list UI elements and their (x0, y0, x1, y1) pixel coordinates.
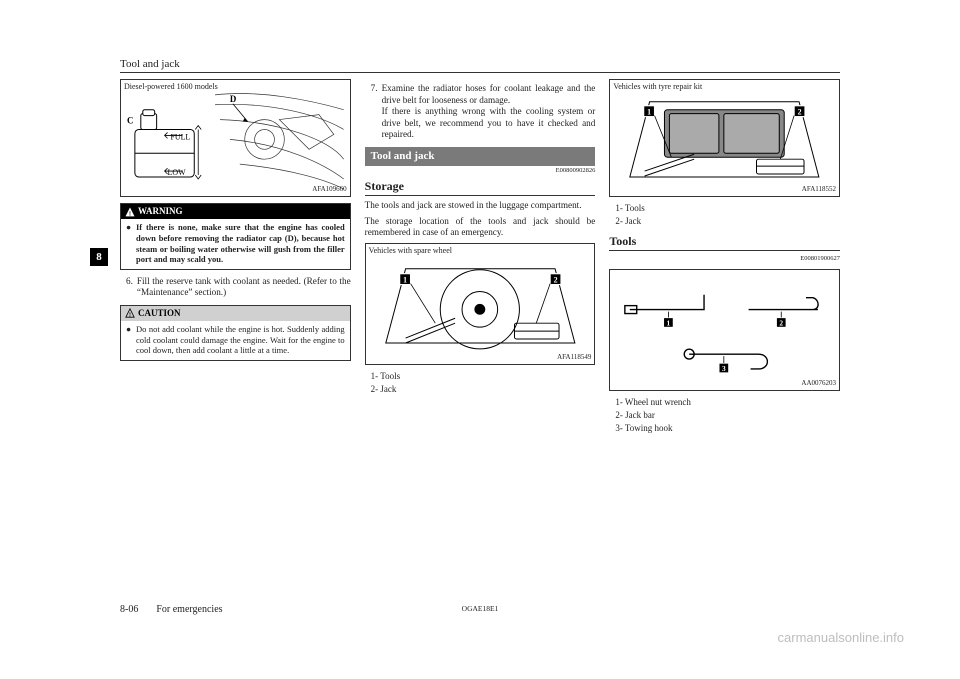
legend-item: 3- Towing hook (615, 423, 840, 434)
watermark: carmanualsonline.info (778, 630, 904, 645)
svg-text:1: 1 (647, 108, 651, 117)
legend-item: 1- Tools (615, 203, 840, 214)
e-code: E00800902826 (365, 167, 596, 175)
step-number: 7. (371, 83, 378, 141)
subheading-storage: Storage (365, 179, 596, 196)
paragraph: The tools and jack are stowed in the lug… (365, 200, 596, 212)
svg-text:LOW: LOW (168, 168, 187, 177)
svg-text:2: 2 (798, 108, 802, 117)
column-3: Vehicles with tyre repair kit AFA118552 (609, 79, 840, 440)
warning-triangle-icon: ! (125, 207, 135, 217)
svg-text:!: ! (129, 210, 131, 217)
figure-label: Vehicles with tyre repair kit (613, 82, 702, 92)
svg-text:D: D (230, 94, 236, 104)
figure-tools: AA0076203 (609, 269, 840, 391)
warning-header: ! WARNING (121, 204, 350, 219)
figure-code: AFA118552 (802, 185, 836, 194)
section-heading-bar: Tool and jack (365, 147, 596, 167)
warning-title: WARNING (138, 206, 183, 217)
figure-spare-wheel: Vehicles with spare wheel AFA118549 (365, 243, 596, 365)
figure-coolant-tank: Diesel-powered 1600 models AFA109660 (120, 79, 351, 197)
figure-tyre-repair-kit: Vehicles with tyre repair kit AFA118552 (609, 79, 840, 197)
column-2: 7. Examine the radiator hoses for coolan… (365, 79, 596, 440)
svg-text:!: ! (129, 312, 131, 319)
caution-body: ●Do not add coolant while the engine is … (121, 321, 350, 360)
e-code: E00801900627 (609, 255, 840, 263)
legend-item: 1- Tools (371, 371, 596, 382)
section-name: For emergencies (156, 604, 222, 615)
legend-item: 2- Jack (371, 384, 596, 395)
figure-code: AA0076203 (801, 379, 836, 388)
warning-body: ●If there is none, make sure that the en… (121, 219, 350, 269)
step-text: Fill the reserve tank with coolant as ne… (137, 276, 351, 299)
svg-text:1: 1 (403, 275, 407, 284)
caution-triangle-icon: ! (125, 308, 135, 318)
step-text-a: Examine the radiator hoses for coolant l… (382, 83, 596, 106)
doc-code: OGAE18E1 (462, 604, 499, 613)
svg-text:3: 3 (722, 364, 726, 373)
caution-box: ! CAUTION ●Do not add coolant while the … (120, 305, 351, 361)
figure-code: AFA118549 (557, 353, 591, 362)
svg-text:2: 2 (553, 275, 557, 284)
subheading-tools: Tools (609, 234, 840, 251)
page-content: Tool and jack Diesel-powered 1600 models… (120, 58, 840, 440)
figure-code: AFA109660 (312, 185, 346, 194)
caution-header: ! CAUTION (121, 306, 350, 321)
figure-label: Diesel-powered 1600 models (124, 82, 218, 92)
page-footer: 8-06 For emergencies OGAE18E1 (120, 604, 840, 615)
step-7: 7. Examine the radiator hoses for coolan… (371, 83, 596, 141)
column-1: Diesel-powered 1600 models AFA109660 (120, 79, 351, 440)
legend-item: 1- Wheel nut wrench (615, 397, 840, 408)
figure-label: Vehicles with spare wheel (369, 246, 452, 256)
running-title: Tool and jack (120, 58, 840, 73)
step-6: 6. Fill the reserve tank with coolant as… (126, 276, 351, 299)
chapter-tab: 8 (90, 248, 108, 266)
warning-box: ! WARNING ●If there is none, make sure t… (120, 203, 351, 270)
svg-text:1: 1 (667, 318, 671, 327)
caution-title: CAUTION (138, 308, 181, 319)
step-number: 6. (126, 276, 133, 299)
svg-text:2: 2 (780, 318, 784, 327)
legend-item: 2- Jack (615, 216, 840, 227)
page-number: 8-06 (120, 604, 138, 615)
paragraph: The storage location of the tools and ja… (365, 216, 596, 239)
svg-text:C: C (127, 116, 133, 126)
caution-text: Do not add coolant while the engine is h… (136, 324, 345, 356)
warning-text: If there is none, make sure that the eng… (136, 222, 345, 265)
svg-text:FULL: FULL (171, 132, 191, 141)
step-text-b: If there is anything wrong with the cool… (382, 106, 596, 141)
legend-item: 2- Jack bar (615, 410, 840, 421)
